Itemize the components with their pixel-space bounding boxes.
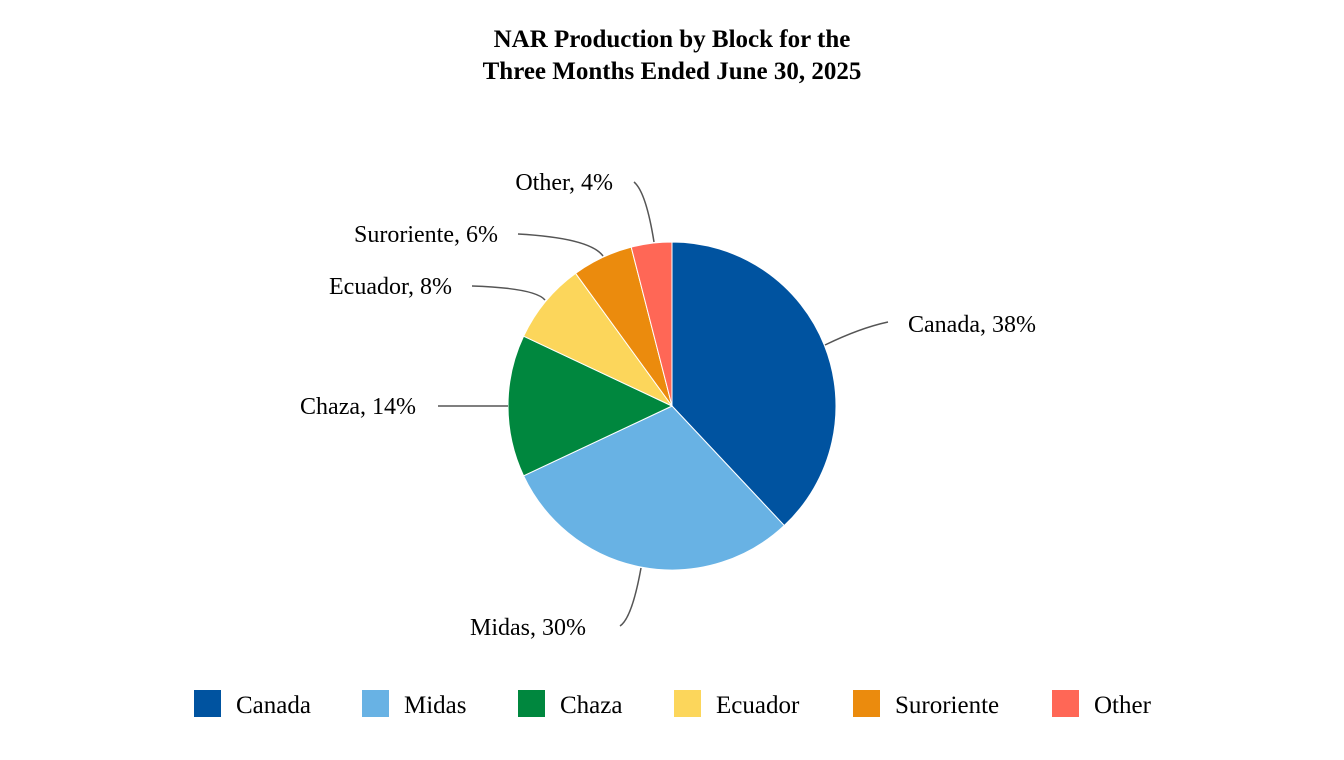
legend: Canada Midas Chaza Ecuador Suroriente Other: [194, 690, 1152, 719]
legend-label-canada: Canada: [236, 692, 311, 719]
pie-slices: [507, 241, 837, 571]
chart-title-line-1: NAR Production by Block for the: [493, 26, 851, 53]
leader-line-suroriente: [517, 233, 604, 257]
legend-swatch-other: [1052, 690, 1079, 717]
slice-label-canada: Canada, 38%: [908, 312, 1036, 338]
slice-label-chaza: Chaza, 14%: [300, 394, 416, 420]
leader-line-other: [633, 181, 655, 243]
pie-slice-canada: [671, 241, 837, 527]
legend-swatch-ecuador: [674, 690, 701, 717]
leader-lines: [438, 181, 889, 627]
chart-title: NAR Production by Block for the Three Mo…: [0, 24, 1344, 88]
legend-swatch-suroriente: [853, 690, 880, 717]
legend-item-midas: Midas: [362, 690, 467, 719]
legend-swatch-canada: [194, 690, 221, 717]
slice-label-other: Other, 4%: [515, 170, 613, 196]
legend-label-ecuador: Ecuador: [716, 692, 800, 719]
legend-item-chaza: Chaza: [518, 690, 622, 719]
pie-slice-midas: [522, 405, 785, 571]
slice-label-suroriente: Suroriente, 6%: [354, 222, 498, 248]
chart-title-line-2: Three Months Ended June 30, 2025: [482, 58, 862, 85]
legend-swatch-chaza: [518, 690, 545, 717]
slice-labels: Canada, 38% Midas, 30% Chaza, 14% Ecuador, …: [300, 170, 1036, 641]
pie-slice-chaza: [507, 335, 674, 477]
legend-item-ecuador: Ecuador: [674, 690, 800, 719]
legend-item-canada: Canada: [194, 690, 311, 719]
legend-label-other: Other: [1094, 692, 1152, 719]
leader-line-canada: [824, 321, 889, 346]
leader-line-midas: [619, 567, 642, 627]
legend-label-midas: Midas: [404, 692, 467, 719]
legend-label-chaza: Chaza: [560, 692, 622, 719]
legend-swatch-midas: [362, 690, 389, 717]
slice-label-midas: Midas, 30%: [470, 615, 586, 641]
pie-slice-other: [630, 241, 673, 407]
legend-item-other: Other: [1052, 690, 1152, 719]
leader-line-ecuador: [471, 285, 546, 301]
legend-item-suroriente: Suroriente: [853, 690, 999, 719]
legend-label-suroriente: Suroriente: [895, 692, 999, 719]
slice-label-ecuador: Ecuador, 8%: [329, 274, 452, 300]
